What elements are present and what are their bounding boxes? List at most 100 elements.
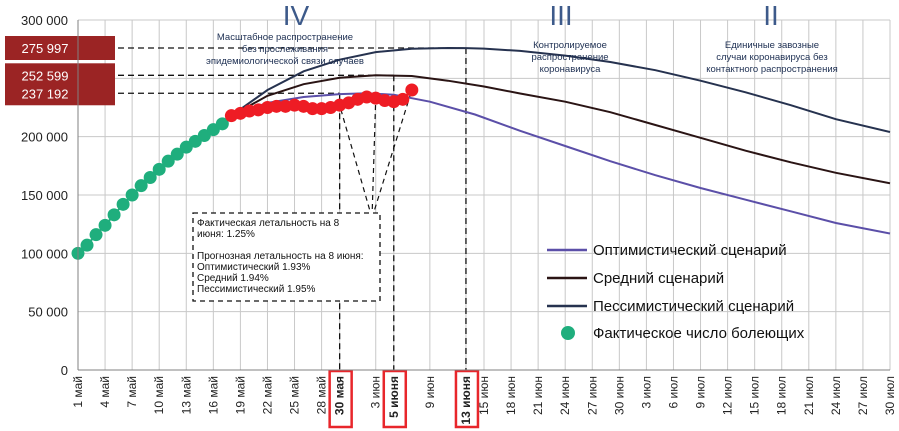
x-tick: 3 июл bbox=[639, 376, 653, 408]
phase-numeral: II bbox=[763, 0, 779, 31]
actual-point bbox=[143, 171, 157, 184]
actual-point bbox=[306, 102, 320, 116]
annotation-forecast_line2: Оптимистический 1.93% bbox=[197, 262, 311, 273]
x-tick-label: 18 июл bbox=[775, 376, 789, 415]
x-tick-label: 27 июн bbox=[585, 376, 599, 415]
legend-item-actual: Фактическое число болеющих bbox=[561, 325, 805, 342]
x-tick: 21 июл bbox=[802, 376, 816, 415]
date-highlight-box bbox=[328, 369, 353, 429]
x-tick-highlighted: 30 мая bbox=[328, 369, 353, 429]
guide-lines bbox=[118, 47, 467, 370]
x-tick-label: 3 июн bbox=[369, 376, 383, 408]
annotation-fact_line1: Фактическая летальность на 8 bbox=[197, 218, 340, 229]
phase-2: III Контролируемоераспространениекоронави… bbox=[531, 0, 608, 75]
phase-description-line: эпидемиологической связи случаев bbox=[206, 56, 364, 67]
actual-point bbox=[89, 228, 103, 242]
y-tick-label: 150 000 bbox=[21, 188, 68, 203]
legend-label: Средний сценарий bbox=[593, 270, 724, 287]
phase-numeral: IV bbox=[283, 0, 310, 31]
x-tick-label: 9 июл bbox=[694, 376, 708, 408]
x-tick: 4 май bbox=[98, 376, 112, 408]
x-tick-label: 24 июн bbox=[558, 376, 572, 415]
date-highlight-box bbox=[454, 369, 480, 429]
x-tick-highlighted: 5 июня bbox=[382, 369, 408, 429]
x-tick: 16 май bbox=[206, 376, 220, 414]
x-tick: 24 июл bbox=[829, 376, 843, 415]
x-tick: 30 июн bbox=[612, 376, 626, 415]
x-tick: 15 июл bbox=[748, 376, 762, 415]
x-tick: 30 июл bbox=[883, 376, 897, 415]
x-tick: 19 май bbox=[233, 376, 247, 414]
phase-description-line: контактного распространения bbox=[706, 64, 838, 75]
value-badges: 275 997 252 599 237 192 bbox=[5, 36, 115, 106]
x-tick: 12 июл bbox=[721, 376, 735, 415]
badge-label: 237 192 bbox=[22, 86, 69, 101]
badge-label: 252 599 bbox=[22, 68, 69, 83]
badge-bg bbox=[5, 81, 115, 106]
actual-point bbox=[116, 197, 130, 211]
x-tick-label: 16 май bbox=[206, 376, 220, 414]
x-tick-label: 21 июл bbox=[802, 376, 816, 415]
x-tick-label: 7 май bbox=[125, 376, 139, 408]
annotation-fact_line2: июня: 1.25% bbox=[197, 229, 255, 240]
x-tick-label: 13 июня bbox=[459, 376, 473, 425]
x-tick-highlighted: 13 июня bbox=[454, 369, 480, 429]
x-tick-label: 28 май bbox=[315, 376, 329, 414]
actual-point bbox=[152, 162, 166, 176]
x-tick-label: 13 май bbox=[179, 376, 193, 414]
badge-label: 275 997 bbox=[22, 41, 69, 56]
x-tick-label: 6 июл bbox=[666, 376, 680, 408]
y-tick-label: 200 000 bbox=[21, 130, 68, 145]
x-tick: 27 июн bbox=[585, 376, 599, 415]
x-tick: 6 июл bbox=[666, 376, 680, 408]
phase-description-line: коронавируса bbox=[540, 64, 602, 75]
x-tick: 28 май bbox=[315, 376, 329, 414]
annotation-leader bbox=[371, 89, 413, 219]
x-tick: 9 июн bbox=[423, 376, 437, 408]
actual-point bbox=[269, 99, 283, 113]
legend-label: Пессимистический сценарий bbox=[593, 298, 794, 315]
x-tick-label: 1 май bbox=[71, 376, 85, 408]
x-tick-label: 15 июл bbox=[748, 376, 762, 415]
x-tick: 22 май bbox=[260, 376, 274, 414]
annotation-leader bbox=[339, 105, 373, 219]
badge-bg bbox=[5, 36, 115, 61]
x-tick: 18 июл bbox=[775, 376, 789, 415]
annotation-box bbox=[192, 212, 381, 302]
legend-label: Фактическое число болеющих bbox=[593, 325, 805, 342]
x-tick-label: 19 май bbox=[233, 376, 247, 414]
legend: Оптимистический сценарий Средний сценарий… bbox=[547, 242, 805, 342]
annotation-leader bbox=[371, 98, 377, 219]
x-tick: 7 май bbox=[125, 376, 139, 408]
x-tick-label: 30 мая bbox=[333, 376, 347, 415]
phase-numeral: III bbox=[549, 0, 572, 31]
actual-point bbox=[215, 117, 229, 131]
actual-point bbox=[134, 179, 148, 193]
actual-point bbox=[107, 208, 121, 222]
series-line-optimistic bbox=[231, 92, 891, 235]
phase-description-line: распространение bbox=[531, 52, 608, 63]
date-highlight-box bbox=[382, 369, 408, 429]
legend-item-pessimistic: Пессимистический сценарий bbox=[547, 298, 794, 315]
x-tick: 13 май bbox=[179, 376, 193, 414]
phase-description-line: Масштабное распространение bbox=[217, 32, 353, 43]
x-tick-label: 5 июня bbox=[387, 376, 401, 418]
x-tick-label: 21 июн bbox=[531, 376, 545, 415]
annotation-forecast_line1: Прогнозная летальность на 8 июня: bbox=[197, 251, 364, 262]
x-tick: 15 июн bbox=[477, 376, 491, 415]
phase-description-line: без прослеживания bbox=[242, 44, 328, 55]
x-tick-label: 24 июл bbox=[829, 376, 843, 415]
x-tick-label: 30 июл bbox=[883, 376, 897, 415]
x-tick-label: 3 июл bbox=[639, 376, 653, 408]
x-tick-label: 15 июн bbox=[477, 376, 491, 415]
x-tick-label: 22 май bbox=[260, 376, 274, 414]
series-lines bbox=[230, 46, 891, 235]
x-tick-label: 27 июл bbox=[856, 376, 870, 415]
value-badge: 237 192 bbox=[5, 81, 115, 106]
x-tick-label: 10 май bbox=[152, 376, 166, 414]
legend-marker bbox=[561, 326, 575, 340]
actual-point bbox=[98, 218, 112, 232]
